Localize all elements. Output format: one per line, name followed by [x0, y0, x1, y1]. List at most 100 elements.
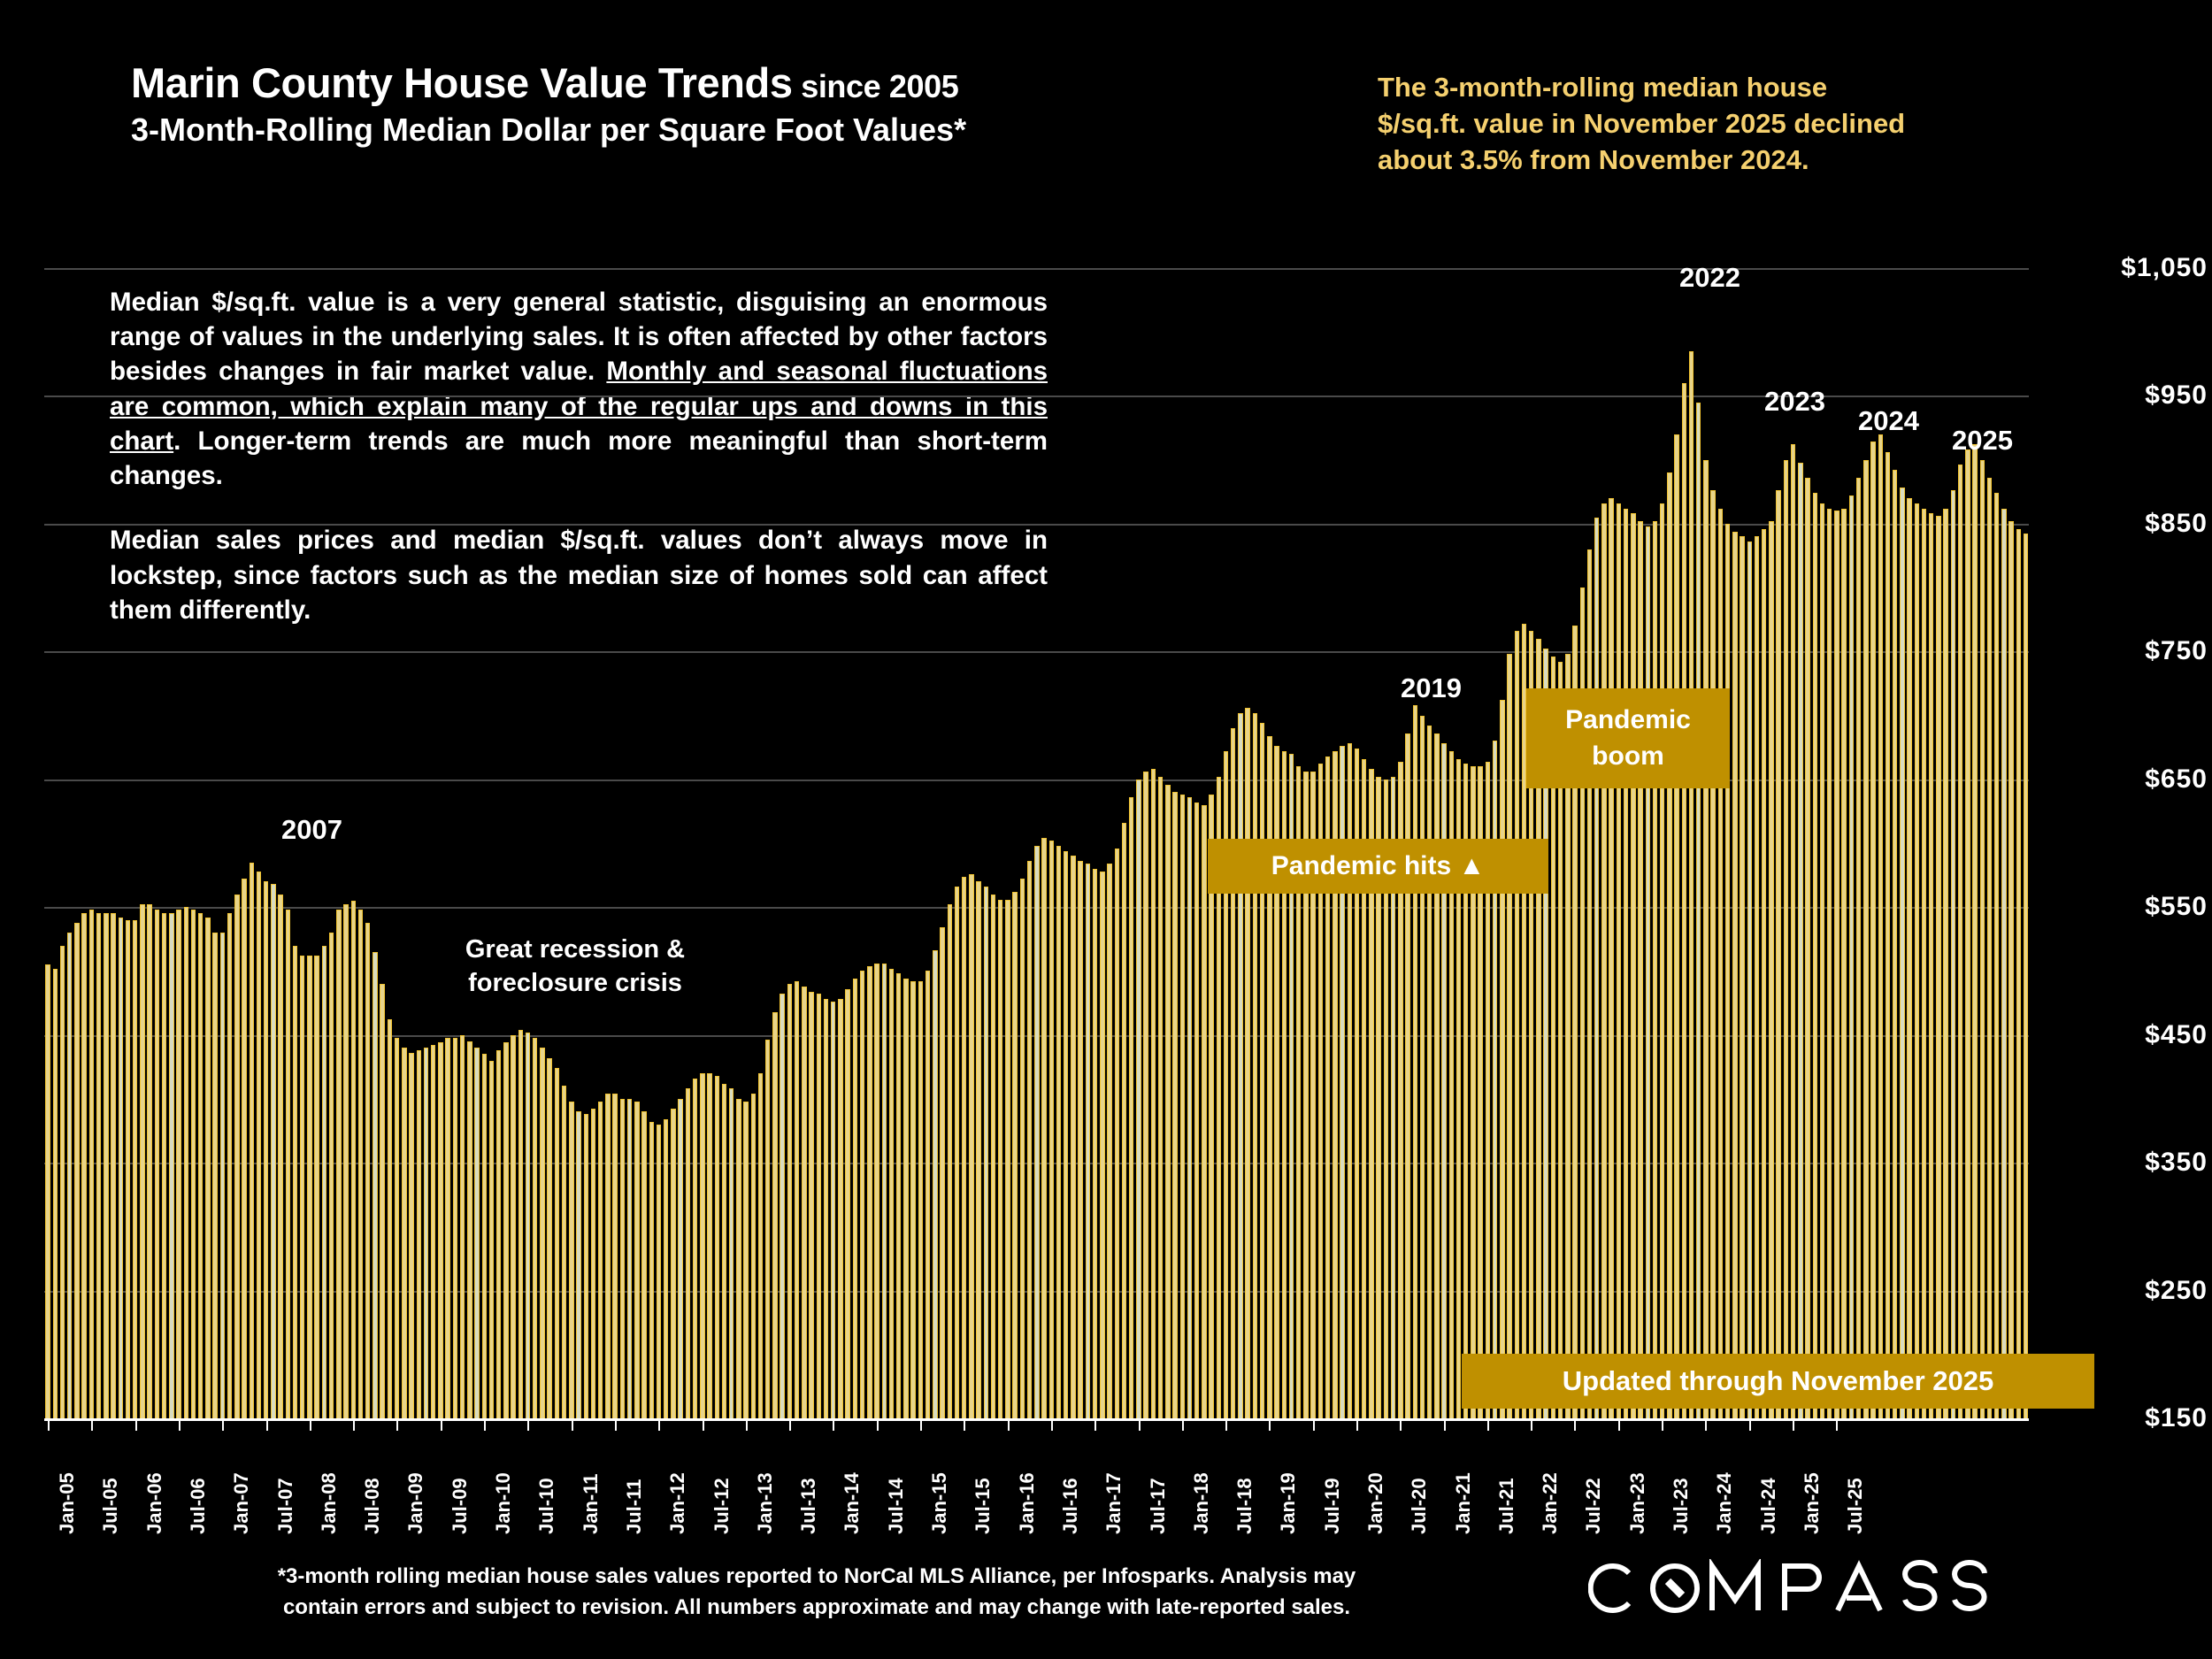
bar	[1005, 899, 1010, 1418]
y-axis-label-1050: $1,050	[2121, 253, 2208, 282]
bar	[750, 1094, 757, 1418]
bar	[1202, 804, 1207, 1418]
bar	[481, 1054, 487, 1418]
x-axis-label-Jan-06: Jan-06	[142, 1472, 165, 1534]
bar	[88, 910, 95, 1418]
bar	[671, 1109, 676, 1418]
bar	[503, 1042, 509, 1418]
bar	[1390, 776, 1396, 1418]
bar	[1100, 871, 1105, 1418]
x-axis-label-Jul-13: Jul-13	[797, 1478, 820, 1534]
x-axis-tick	[91, 1418, 94, 1431]
x-axis-label-Jul-16: Jul-16	[1058, 1478, 1081, 1534]
compass-logo: COMPASS	[1588, 1559, 2013, 1617]
bar	[1128, 797, 1134, 1418]
bar	[307, 956, 312, 1418]
bar	[365, 922, 371, 1418]
bar	[1586, 549, 1593, 1418]
updated-through-banner: Updated through November 2025	[1462, 1354, 2094, 1409]
bar	[1790, 444, 1796, 1418]
bar	[118, 917, 124, 1418]
bar	[1383, 779, 1389, 1418]
bar	[219, 933, 226, 1418]
x-axis-label-Jan-08: Jan-08	[317, 1472, 340, 1534]
bar	[802, 986, 807, 1418]
bar	[1303, 772, 1309, 1418]
bar	[1892, 470, 1898, 1418]
bar	[1986, 477, 1993, 1418]
bar	[81, 913, 87, 1418]
x-axis-label-Jan-13: Jan-13	[753, 1472, 776, 1534]
x-axis-tick	[964, 1418, 966, 1431]
bar	[1500, 700, 1505, 1418]
bar	[794, 981, 800, 1418]
x-axis-label-Jan-16: Jan-16	[1015, 1472, 1038, 1534]
bar	[488, 1060, 495, 1418]
bar	[903, 979, 909, 1418]
bar	[2016, 528, 2022, 1418]
bar	[234, 894, 240, 1418]
bar	[1347, 743, 1352, 1418]
bar	[1652, 521, 1658, 1418]
x-axis-tick	[396, 1418, 399, 1431]
x-axis-line	[44, 1418, 2029, 1421]
x-axis-label-Jul-22: Jul-22	[1582, 1478, 1605, 1534]
bar	[67, 933, 73, 1418]
x-axis-tick	[789, 1418, 792, 1431]
bar	[1543, 649, 1548, 1418]
bar	[641, 1111, 647, 1418]
bar	[1907, 498, 1912, 1418]
bar	[402, 1048, 407, 1418]
bar	[394, 1037, 400, 1418]
bar	[1878, 434, 1883, 1418]
bar	[714, 1075, 719, 1418]
page-title-since: since 2005	[792, 68, 959, 104]
x-axis-label-Jan-17: Jan-17	[1102, 1472, 1125, 1534]
year-label-2022: 2022	[1679, 262, 1740, 293]
bar	[263, 881, 269, 1418]
bar	[757, 1073, 764, 1418]
bar	[1463, 764, 1469, 1418]
bar	[736, 1098, 741, 1418]
bar	[1492, 741, 1498, 1418]
bar	[780, 994, 785, 1418]
x-axis-tick	[1443, 1418, 1446, 1431]
bar	[976, 881, 981, 1418]
y-axis-labels: $150 $250 $350 $450 $550 $650 $750 $850 $950 $1,0…	[2075, 253, 2208, 1433]
x-axis-label-Jan-10: Jan-10	[492, 1472, 515, 1534]
bar	[1594, 517, 1600, 1418]
bar	[380, 983, 385, 1418]
bar	[1638, 521, 1643, 1418]
bar	[1717, 508, 1724, 1418]
bar	[1536, 638, 1541, 1418]
bar	[1914, 503, 1920, 1418]
bar	[1579, 588, 1585, 1418]
bar	[947, 904, 952, 1418]
bar	[147, 904, 152, 1418]
x-axis-label-Jul-06: Jul-06	[186, 1478, 209, 1534]
bar	[1740, 536, 1745, 1418]
bar	[1071, 856, 1076, 1418]
bar	[495, 1050, 502, 1418]
bar	[321, 945, 327, 1418]
x-axis-tick	[440, 1418, 442, 1431]
bar	[1732, 531, 1738, 1418]
bar	[1179, 795, 1185, 1418]
bar	[1150, 769, 1156, 1418]
bar	[416, 1050, 421, 1418]
x-axis-tick	[353, 1418, 356, 1431]
footnote: *3-month rolling median house sales valu…	[113, 1562, 1520, 1624]
gridline-950	[44, 396, 2029, 398]
bar	[445, 1037, 450, 1418]
bar	[161, 913, 167, 1418]
x-axis-tick	[1050, 1418, 1053, 1431]
bar	[511, 1034, 516, 1418]
x-axis-tick	[1617, 1418, 1620, 1431]
bar	[1216, 776, 1222, 1418]
x-axis-tick	[1400, 1418, 1402, 1431]
x-axis-label-Jan-22: Jan-22	[1539, 1472, 1562, 1534]
bar	[133, 919, 138, 1418]
bar	[1281, 751, 1287, 1418]
bar	[183, 907, 188, 1418]
bar	[2008, 521, 2014, 1418]
